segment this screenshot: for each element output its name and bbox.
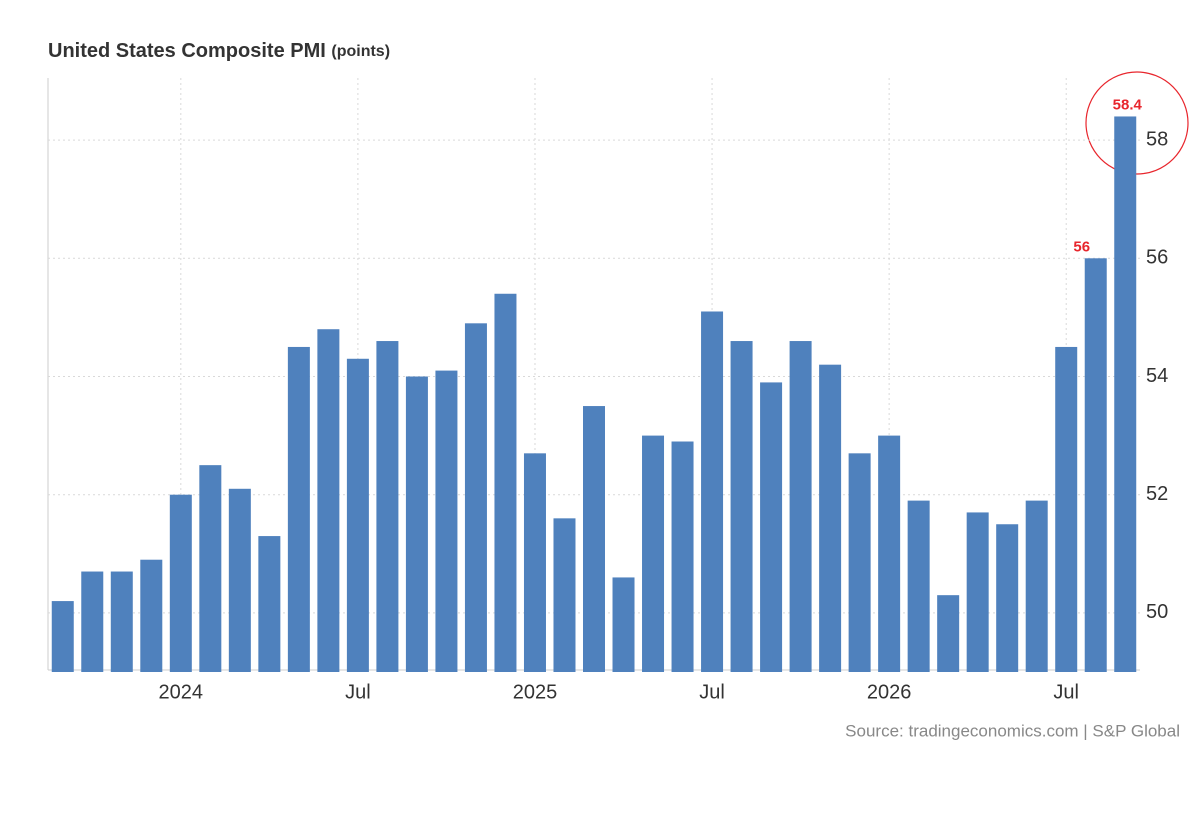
bar bbox=[642, 435, 665, 672]
bar bbox=[346, 358, 369, 672]
bar bbox=[583, 406, 605, 672]
bar bbox=[51, 601, 74, 672]
bar bbox=[110, 571, 133, 672]
data-label: 56 bbox=[1073, 238, 1090, 255]
y-tick-label: 56 bbox=[1146, 247, 1168, 269]
bar bbox=[317, 329, 340, 672]
bar bbox=[228, 488, 251, 672]
bar bbox=[789, 341, 812, 672]
y-tick-label: 54 bbox=[1146, 365, 1168, 387]
bar bbox=[287, 346, 310, 672]
bar bbox=[199, 465, 222, 672]
y-tick-label: 52 bbox=[1146, 483, 1168, 505]
bar bbox=[966, 512, 989, 672]
bar bbox=[435, 370, 458, 672]
x-tick-label: Jul bbox=[345, 681, 371, 703]
bar bbox=[464, 323, 487, 672]
unit-text: (points) bbox=[331, 43, 390, 60]
bar bbox=[937, 595, 960, 672]
bar bbox=[996, 524, 1019, 672]
x-tick-label: Jul bbox=[699, 681, 725, 703]
x-tick-label: Jul bbox=[1053, 681, 1079, 703]
bar bbox=[671, 441, 694, 672]
bar bbox=[405, 376, 428, 672]
bar bbox=[169, 494, 192, 672]
bar bbox=[1055, 346, 1078, 672]
bar bbox=[730, 341, 753, 672]
data-label: 58.4 bbox=[1113, 96, 1143, 113]
y-tick-label: 58 bbox=[1146, 128, 1168, 150]
bar bbox=[553, 518, 576, 672]
bar bbox=[81, 571, 104, 672]
bar bbox=[1025, 500, 1048, 672]
chart-title: United States Composite PMI (points) bbox=[48, 40, 390, 62]
x-tick-label: 2025 bbox=[513, 681, 558, 703]
y-tick-label: 50 bbox=[1146, 601, 1168, 623]
bar bbox=[1084, 258, 1107, 672]
source: Source: tradingeconomics.com | S&P Globa… bbox=[845, 721, 1180, 740]
bar bbox=[523, 453, 546, 672]
x-tick-label: 2024 bbox=[159, 681, 204, 703]
bar bbox=[819, 364, 842, 672]
bar bbox=[494, 293, 517, 672]
bar bbox=[760, 382, 783, 672]
bar bbox=[258, 536, 281, 672]
title-text: United States Composite PMI bbox=[48, 40, 326, 62]
bar bbox=[701, 311, 724, 672]
x-tick-label: 2026 bbox=[867, 681, 912, 703]
highlight-circle bbox=[1085, 71, 1189, 175]
bar bbox=[878, 435, 901, 672]
bar bbox=[1114, 116, 1137, 672]
bar bbox=[612, 577, 635, 672]
bar bbox=[376, 341, 399, 672]
bar bbox=[140, 559, 163, 672]
bar bbox=[848, 453, 871, 672]
bar bbox=[907, 500, 930, 672]
